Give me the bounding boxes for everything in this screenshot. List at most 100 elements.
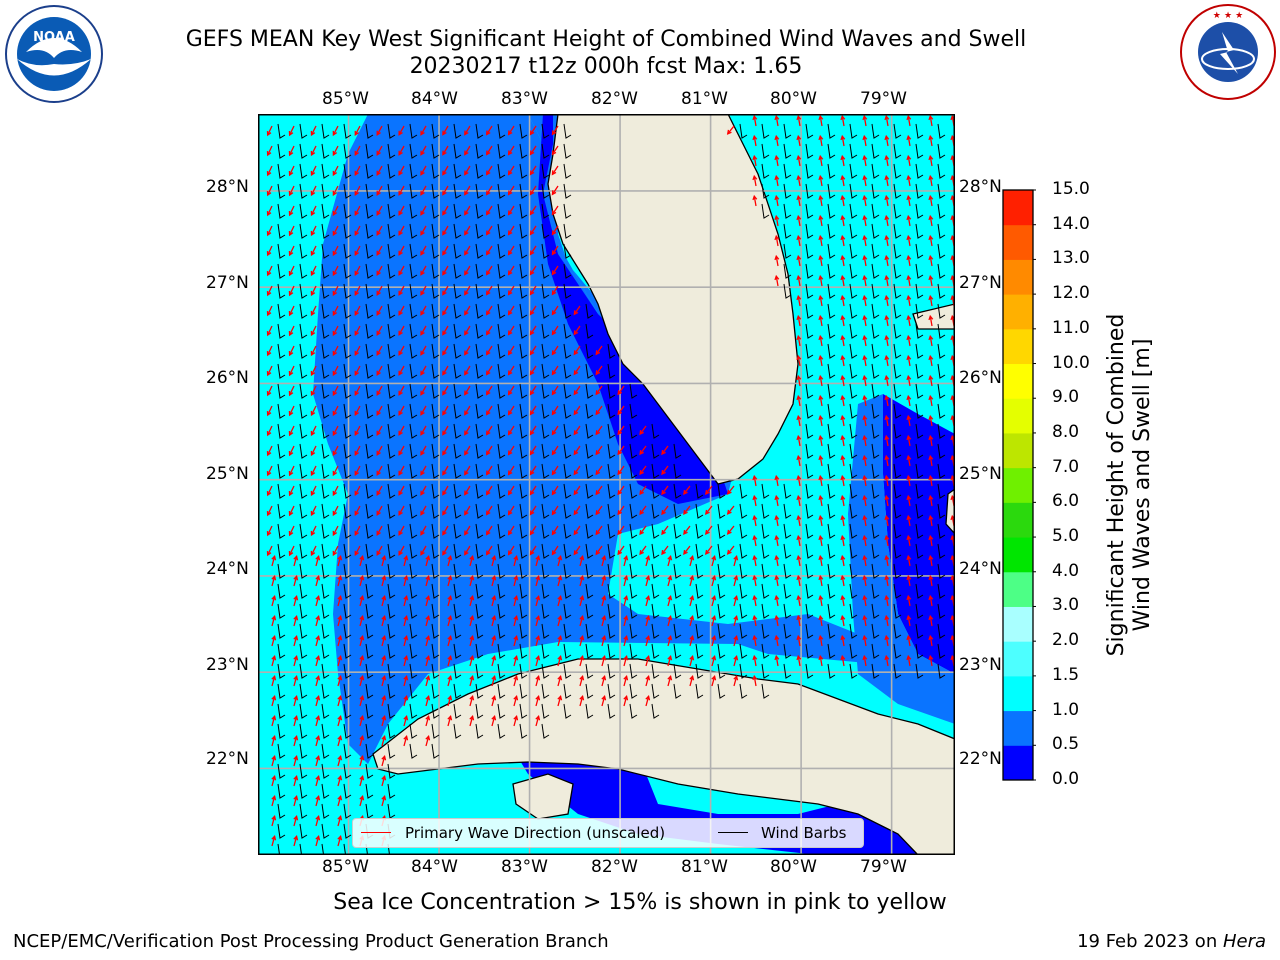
wave-direction-arrow	[513, 696, 518, 707]
wave-direction-arrow	[425, 636, 430, 647]
wave-direction-arrowhead	[796, 274, 802, 281]
wave-direction-arrow	[293, 556, 298, 567]
wave-direction-arrowhead	[623, 635, 629, 641]
wind-barb	[321, 443, 330, 459]
wave-direction-arrow	[661, 465, 669, 475]
wind-barb	[915, 503, 924, 519]
wind-barb	[475, 183, 484, 199]
wave-direction-arrowhead	[840, 574, 846, 581]
wave-direction-arrow	[267, 525, 273, 536]
wave-direction-arrow	[376, 285, 383, 296]
wave-direction-arrowhead	[862, 634, 868, 641]
wind-barb	[431, 483, 440, 499]
wave-direction-arrow	[551, 125, 559, 135]
wave-direction-arrowhead	[420, 470, 425, 476]
wave-direction-arrowhead	[818, 154, 824, 161]
wave-direction-arrowhead	[288, 410, 294, 417]
colorbar-segment	[1003, 502, 1033, 538]
wave-direction-arrow	[442, 405, 449, 415]
wind-barb	[915, 483, 924, 499]
wave-direction-arrow	[907, 336, 911, 347]
wave-direction-arrow	[557, 616, 562, 627]
wave-direction-arrowhead	[442, 350, 447, 356]
wave-direction-arrow	[359, 736, 364, 747]
wave-direction-arrowhead	[310, 290, 316, 297]
wave-direction-arrowhead	[661, 489, 666, 496]
wave-direction-arrowhead	[840, 474, 846, 481]
wave-direction-arrowhead	[266, 131, 272, 137]
wind-barb	[497, 343, 506, 359]
wave-direction-arrow	[885, 156, 889, 167]
wind-barb	[277, 123, 286, 139]
wave-direction-arrowhead	[535, 575, 541, 581]
wave-direction-arrow	[354, 125, 361, 136]
wave-direction-arrowhead	[840, 434, 846, 441]
wind-barb	[409, 683, 418, 699]
wave-direction-arrowhead	[398, 550, 403, 556]
wave-direction-arrow	[354, 165, 361, 176]
wave-direction-arrowhead	[310, 510, 316, 517]
wave-direction-arrowhead	[705, 529, 710, 535]
wave-direction-arrow	[310, 405, 317, 416]
wave-direction-arrowhead	[551, 230, 557, 236]
wind-barb	[893, 123, 902, 139]
wave-direction-arrowhead	[884, 214, 890, 221]
wave-direction-arrowhead	[354, 230, 360, 237]
wave-direction-arrow	[689, 676, 694, 687]
wave-direction-arrowhead	[551, 130, 557, 136]
wave-direction-arrow	[267, 285, 273, 296]
wave-direction-arrowhead	[689, 555, 695, 561]
wave-direction-arrowhead	[337, 655, 343, 661]
wave-direction-arrow	[819, 356, 823, 367]
wave-direction-arrowhead	[420, 230, 425, 236]
wave-direction-arrow	[623, 676, 628, 687]
wave-direction-arrowhead	[726, 509, 732, 515]
wave-direction-arrow	[398, 445, 405, 456]
wind-barb	[365, 403, 374, 419]
wave-direction-arrow	[863, 136, 867, 147]
wind-barb	[585, 563, 594, 579]
wave-direction-arrow	[661, 545, 669, 555]
wind-barb	[453, 583, 462, 599]
wave-direction-arrow	[289, 465, 295, 476]
wave-direction-arrow	[464, 365, 471, 375]
wave-direction-arrowhead	[469, 655, 475, 661]
wave-direction-arrowhead	[359, 695, 365, 701]
wave-direction-arrowhead	[398, 250, 403, 256]
wave-direction-arrow	[420, 285, 427, 295]
wave-direction-arrowhead	[551, 270, 557, 276]
wave-direction-arrowhead	[376, 210, 381, 216]
wave-direction-arrowhead	[464, 310, 469, 316]
wind-barb	[387, 423, 396, 439]
wave-direction-arrow	[447, 636, 452, 647]
wind-barb	[387, 603, 396, 619]
wind-barb	[431, 663, 440, 679]
wind-barb	[937, 203, 946, 219]
wave-direction-arrow	[551, 345, 559, 355]
wave-direction-arrowhead	[529, 550, 535, 556]
wave-direction-arrowhead	[425, 575, 431, 581]
wave-direction-arrowhead	[884, 274, 890, 281]
wind-barb	[937, 263, 946, 279]
wind-barb	[277, 323, 286, 339]
wind-barb	[563, 283, 572, 299]
wave-direction-arrowhead	[818, 574, 824, 581]
wave-direction-arrowhead	[711, 595, 717, 601]
wave-direction-arrow	[573, 345, 581, 355]
wind-barb	[805, 243, 814, 259]
wind-barb	[453, 723, 462, 739]
wave-direction-arrowhead	[551, 490, 557, 496]
wave-direction-arrow	[315, 836, 320, 847]
wave-direction-arrowhead	[442, 290, 447, 296]
wind-barb	[783, 263, 792, 279]
wave-direction-arrow	[486, 465, 493, 475]
colorbar-tick-label: 2.0	[1052, 630, 1080, 651]
wave-direction-arrowhead	[711, 675, 717, 681]
wave-direction-arrow	[315, 656, 320, 667]
wave-direction-arrow	[513, 576, 518, 587]
wave-direction-arrow	[359, 716, 364, 727]
wave-direction-arrowhead	[529, 210, 535, 216]
wave-direction-arrowhead	[551, 470, 557, 476]
wave-direction-arrowhead	[337, 835, 343, 841]
wave-direction-arrowhead	[733, 635, 739, 641]
